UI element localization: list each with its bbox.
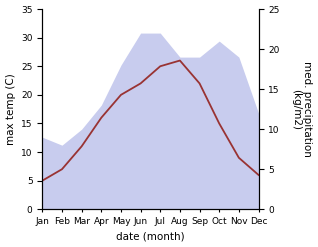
- Y-axis label: max temp (C): max temp (C): [5, 73, 16, 145]
- X-axis label: date (month): date (month): [116, 231, 185, 242]
- Y-axis label: med. precipitation
(kg/m2): med. precipitation (kg/m2): [291, 61, 313, 157]
